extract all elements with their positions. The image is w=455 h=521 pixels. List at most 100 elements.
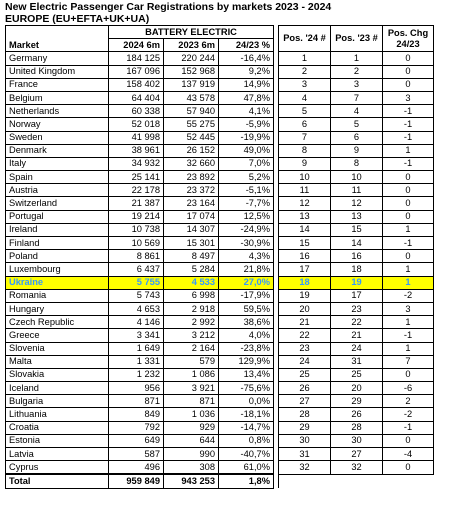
pos-2023-cell: 11 <box>330 183 383 198</box>
pos-2024-cell: 32 <box>278 460 331 475</box>
pos-2024-cell: 20 <box>278 301 331 317</box>
pos-2023-cell: 29 <box>330 394 383 409</box>
table-row: Croatia 792 929 -14,7% 29 28 -1 <box>5 420 434 435</box>
pos-2024-cell: 5 <box>278 104 331 119</box>
pct-change-header: 24/23 % <box>218 38 274 53</box>
value-2024-cell: 22 178 <box>108 183 164 198</box>
pos-2023-cell: 28 <box>330 420 383 435</box>
market-cell: United Kingdom <box>5 64 109 79</box>
pos-2024-cell: 26 <box>278 381 331 396</box>
pos-2023-cell: 15 <box>330 222 383 238</box>
pos-2023-cell: 14 <box>330 235 383 251</box>
value-2024-cell: 1 331 <box>108 354 164 369</box>
value-2024-cell: 3 341 <box>108 328 164 343</box>
value-2023-cell: 2 164 <box>163 341 219 356</box>
market-cell: Czech Republic <box>5 315 109 330</box>
market-cell: Austria <box>5 183 109 198</box>
pct-change-cell: 0,8% <box>218 433 274 449</box>
registrations-table: Market BATTERY ELECTRIC Pos. '24 # Pos. … <box>5 24 434 489</box>
pos-2023-cell: 1 <box>330 51 383 66</box>
pct-change-cell: -7,7% <box>218 196 274 211</box>
pos-2024-cell: 29 <box>278 420 331 435</box>
value-2023-cell: 14 307 <box>163 222 219 238</box>
pos-change-cell: 1 <box>382 143 434 158</box>
value-2023-cell: 579 <box>163 354 219 369</box>
total-2023-cell: 943 253 <box>163 473 219 489</box>
pos-2023-cell: 26 <box>330 407 383 422</box>
market-cell: Switzerland <box>5 196 109 211</box>
pos-2024-cell: 9 <box>278 156 331 172</box>
value-2024-cell: 158 402 <box>108 77 164 92</box>
pos-change-cell: -2 <box>382 407 434 422</box>
pos-2023-header: Pos. '23 # <box>330 24 383 53</box>
value-2024-cell: 4 146 <box>108 315 164 330</box>
pct-change-cell: 0,0% <box>218 394 274 409</box>
market-cell: Sweden <box>5 130 109 145</box>
pos-2024-cell: 16 <box>278 249 331 264</box>
pos-2023-cell: 17 <box>330 288 383 303</box>
pos-2023-cell: 27 <box>330 446 383 462</box>
table-row: Austria 22 178 23 372 -5,1% 11 11 0 <box>5 183 434 198</box>
pos-change-cell: 7 <box>382 354 434 369</box>
pos-change-cell: -6 <box>382 381 434 396</box>
market-cell: Luxembourg <box>5 262 109 277</box>
value-2023-cell: 23 892 <box>163 170 219 185</box>
pos-2024-cell: 8 <box>278 143 331 158</box>
market-cell: Estonia <box>5 433 109 449</box>
value-2023-cell: 32 660 <box>163 156 219 172</box>
pct-change-cell: 21,8% <box>218 262 274 277</box>
table-row: Switzerland 21 387 23 164 -7,7% 12 12 0 <box>5 196 434 211</box>
value-2024-cell: 792 <box>108 420 164 435</box>
pct-change-cell: 13,4% <box>218 367 274 383</box>
pct-change-cell: -30,9% <box>218 235 274 251</box>
pos-change-cell: 0 <box>382 51 434 66</box>
pos-2023-cell: 4 <box>330 104 383 119</box>
pct-change-cell: -75,6% <box>218 381 274 396</box>
value-2023-cell: 55 275 <box>163 117 219 132</box>
pos-2024-cell: 4 <box>278 90 331 106</box>
value-2023-cell: 43 578 <box>163 90 219 106</box>
pos-change-cell: 0 <box>382 249 434 264</box>
pos-2023-cell: 12 <box>330 196 383 211</box>
pct-change-cell: 12,5% <box>218 209 274 224</box>
pct-change-cell: 47,8% <box>218 90 274 106</box>
column-gap <box>273 474 279 489</box>
pos-change-cell: 3 <box>382 301 434 317</box>
market-cell: Belgium <box>5 90 109 106</box>
market-cell: Portugal <box>5 209 109 224</box>
value-2024-cell: 52 018 <box>108 117 164 132</box>
market-cell: Slovakia <box>5 367 109 383</box>
table-row: Czech Republic 4 146 2 992 38,6% 21 22 1 <box>5 315 434 330</box>
pos-2024-cell: 12 <box>278 196 331 211</box>
pos-2024-cell: 23 <box>278 341 331 356</box>
pos-2024-cell: 7 <box>278 130 331 145</box>
pos-2023-cell: 21 <box>330 328 383 343</box>
pos-change-cell: 0 <box>382 183 434 198</box>
pos-2024-cell: 24 <box>278 354 331 369</box>
market-cell: Denmark <box>5 143 109 158</box>
table-row: Germany 184 125 220 244 -16,4% 1 1 0 <box>5 51 434 66</box>
table-row: Cyprus 496 308 61,0% 32 32 0 <box>5 460 434 475</box>
value-2024-cell: 41 998 <box>108 130 164 145</box>
pos-change-cell: -1 <box>382 104 434 119</box>
pct-change-cell: 61,0% <box>218 460 274 475</box>
table-row: Greece 3 341 3 212 4,0% 22 21 -1 <box>5 328 434 343</box>
table-row: Portugal 19 214 17 074 12,5% 13 13 0 <box>5 209 434 224</box>
battery-electric-group-header: BATTERY ELECTRIC <box>108 24 274 40</box>
market-cell: Romania <box>5 288 109 303</box>
pct-change-cell: 129,9% <box>218 354 274 369</box>
total-label: Total <box>5 473 109 489</box>
table-row: Denmark 38 961 26 152 49,0% 8 9 1 <box>5 143 434 158</box>
value-2023-cell: 220 244 <box>163 51 219 66</box>
market-cell: Lithuania <box>5 407 109 422</box>
value-2024-cell: 587 <box>108 446 164 462</box>
pos-change-cell: 0 <box>382 196 434 211</box>
pos-change-header-line2: 24/23 <box>396 38 420 49</box>
value-2024-cell: 8 861 <box>108 249 164 264</box>
value-2023-cell: 1 086 <box>163 367 219 383</box>
pos-2024-cell: 14 <box>278 222 331 238</box>
value-2024-cell: 21 387 <box>108 196 164 211</box>
value-2024-cell: 6 437 <box>108 262 164 277</box>
pos-change-cell: 1 <box>382 315 434 330</box>
market-cell: Iceland <box>5 381 109 396</box>
